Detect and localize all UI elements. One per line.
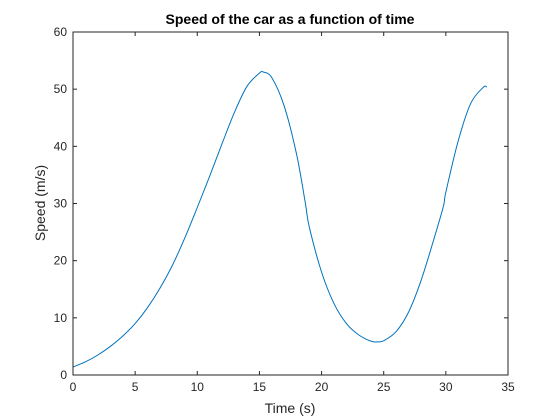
y-tick-label: 20	[54, 254, 68, 268]
plot-area	[73, 32, 508, 375]
x-tick-label: 20	[315, 380, 329, 394]
x-tick-label: 15	[253, 380, 267, 394]
y-tick-label: 30	[54, 197, 68, 211]
chart-title: Speed of the car as a function of time	[166, 11, 415, 27]
x-tick-label: 10	[191, 380, 205, 394]
x-axis-label: Time (s)	[265, 400, 316, 416]
speed-series-line	[72, 70, 487, 368]
y-tick-label: 60	[54, 25, 68, 39]
y-tick-label: 50	[54, 82, 68, 96]
x-tick-label: 30	[439, 380, 453, 394]
x-tick-label: 5	[132, 380, 139, 394]
y-axis-label: Speed (m/s)	[32, 165, 48, 241]
y-tick-label: 40	[54, 139, 68, 153]
tick-labels: 0 5 10 15 20 25 30 35 0 10 20 30 40 50 60	[54, 25, 515, 394]
axes-box	[72, 31, 509, 376]
x-tick-label: 25	[377, 380, 391, 394]
x-tick-label: 0	[70, 380, 77, 394]
y-tick-label: 10	[54, 311, 68, 325]
y-tick-label: 0	[60, 368, 67, 382]
x-tick-label: 35	[501, 380, 515, 394]
